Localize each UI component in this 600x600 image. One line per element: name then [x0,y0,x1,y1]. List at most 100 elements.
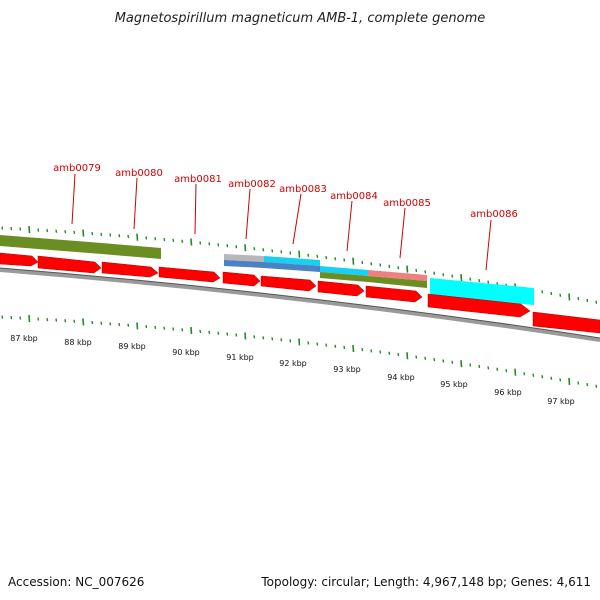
minor-tick [19,227,22,231]
gene-label-amb0086[interactable]: amb0086 [470,209,518,220]
minor-tick [100,232,103,236]
major-tick [568,293,571,301]
cyan-feature[interactable] [264,256,320,266]
minor-tick [208,330,211,334]
cds-arrow[interactable] [37,255,102,274]
kbp-label: 87 kbp [10,334,38,343]
minor-tick [370,349,373,353]
kbp-label: 95 kbp [440,380,468,389]
gene-label-amb0079[interactable]: amb0079 [53,163,101,174]
minor-tick [307,253,310,257]
minor-tick [127,234,130,239]
minor-tick [361,348,364,352]
salmon-feature[interactable] [368,270,427,281]
minor-tick [343,345,346,349]
minor-tick [487,366,490,370]
genome-backbone-edge [0,267,600,339]
minor-tick [262,248,265,252]
cds-arrow[interactable] [532,311,600,334]
gene-label-amb0083[interactable]: amb0083 [279,184,327,195]
minor-tick [64,230,67,234]
accession-label: Accession: NC_007626 [8,575,144,589]
blue-feature[interactable] [264,262,320,272]
minor-tick [523,372,526,376]
gene-leader-line [485,219,492,271]
minor-tick [478,364,481,369]
minor-tick [478,279,481,283]
cyan-feature[interactable] [320,266,368,276]
minor-tick [559,293,562,297]
cds-arrow[interactable] [0,252,39,267]
cds-arrow[interactable] [260,275,317,292]
kbp-label: 88 kbp [64,338,92,347]
major-tick [190,238,193,246]
minor-tick [10,226,13,231]
grey-feature[interactable] [224,254,264,262]
gene-leader-line [346,200,353,252]
minor-tick [55,318,58,322]
minor-tick [262,336,265,340]
minor-tick [397,266,400,270]
upper-feature-track [0,235,534,305]
minor-tick [307,341,310,345]
lower-tick-track [1,314,598,388]
major-tick [406,352,409,360]
gene-label-amb0085[interactable]: amb0085 [383,198,431,209]
minor-tick [37,317,40,321]
olive-feature[interactable] [38,238,102,254]
minor-tick [370,262,373,266]
minor-tick [1,226,4,230]
cds-arrow[interactable] [427,293,531,318]
gene-label-amb0084[interactable]: amb0084 [330,191,378,202]
minor-tick [289,339,292,343]
minor-tick [10,315,13,320]
minor-tick [595,384,598,388]
kbp-scale-labels: 87 kbp 88 kbp 89 kbp 90 kbp 91 kbp 92 kb… [10,334,575,406]
minor-tick [451,360,454,364]
major-tick [136,322,139,330]
gene-label-amb0080[interactable]: amb0080 [115,168,163,179]
minor-tick [145,325,148,329]
minor-tick [433,358,436,362]
olive-feature[interactable] [102,243,161,259]
bright-cyan-feature[interactable] [430,278,534,305]
blue-feature[interactable] [224,260,264,268]
kbp-label: 91 kbp [226,353,254,362]
minor-tick [343,258,346,262]
minor-tick [442,359,445,363]
minor-tick [235,245,238,249]
olive-feature[interactable] [320,272,368,282]
minor-tick [1,315,4,319]
minor-tick [19,316,22,320]
olive-feature[interactable] [0,235,38,249]
minor-tick [469,363,472,367]
olive-feature[interactable] [368,276,427,288]
major-tick [136,233,139,241]
cds-arrow[interactable] [222,271,261,287]
minor-tick [487,280,490,284]
major-tick [190,327,193,335]
topology-label: Topology: circular; Length: 4,967,148 bp… [260,575,591,589]
minor-tick [217,331,220,335]
minor-tick [73,319,76,323]
cds-arrow[interactable] [317,280,365,297]
minor-tick [181,328,184,332]
cds-arrow[interactable] [365,285,423,303]
cds-arrow[interactable] [158,266,221,283]
minor-tick [208,242,211,246]
gene-label-amb0082[interactable]: amb0082 [228,179,276,190]
cds-arrow[interactable] [101,261,159,278]
gene-leader-line [194,183,197,235]
gene-label-amb0081[interactable]: amb0081 [174,174,222,185]
minor-tick [154,325,157,330]
kbp-label: 89 kbp [118,342,146,351]
minor-tick [388,264,391,268]
minor-tick [334,344,337,348]
major-tick [514,368,517,376]
major-tick [28,314,31,323]
minor-tick [226,244,229,248]
minor-tick [550,291,553,296]
gene-leader-line [71,173,76,225]
minor-tick [271,337,274,341]
